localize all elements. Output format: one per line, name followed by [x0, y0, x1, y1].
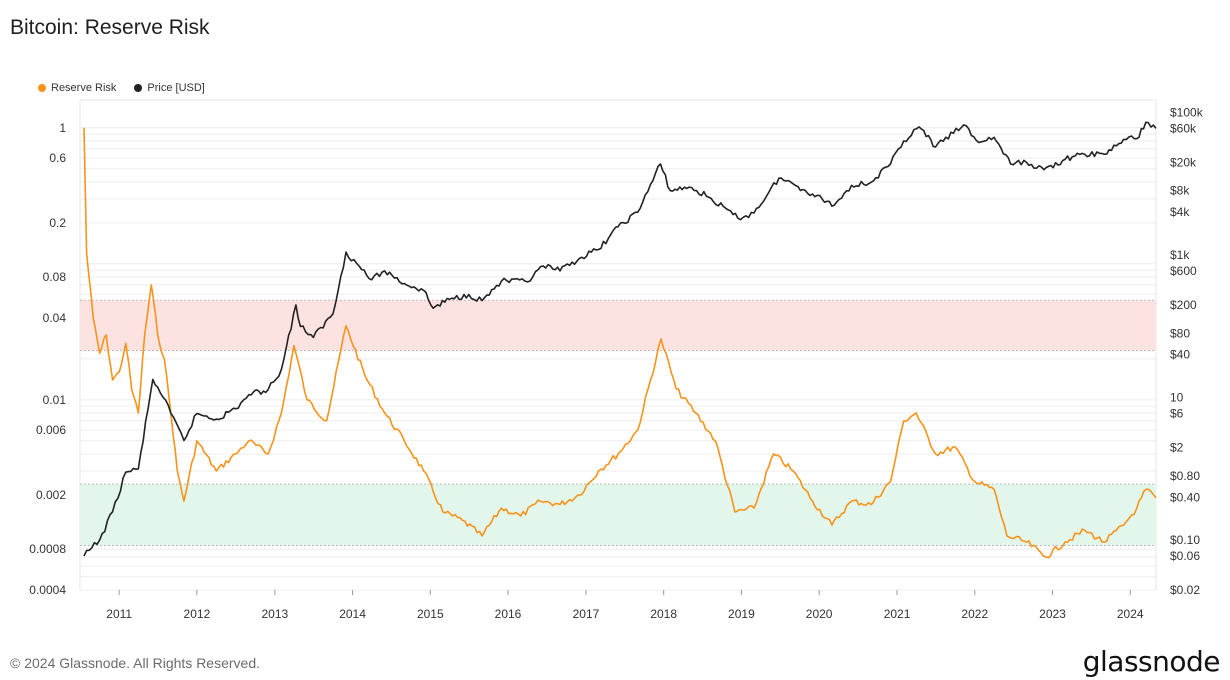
reserve-risk-chart: 2011 2012 2013 2014 2015 2016 2017 2018 2019 2020… [0, 0, 1230, 680]
y-right-tick-label: $4k [1170, 205, 1190, 219]
x-tick-label: 2020 [806, 607, 833, 621]
y-left-tick-label: 0.0008 [29, 542, 66, 556]
y-right-tick-label: $100k [1170, 106, 1204, 120]
y-left-tick-label: 0.04 [43, 311, 67, 325]
x-tick-label: 2024 [1117, 607, 1144, 621]
y-left-tick-label: 0.01 [43, 393, 67, 407]
y-right-tick-label: $600 [1170, 264, 1197, 278]
y-right-tick-label: $0.10 [1170, 533, 1200, 547]
y-right-tick-label: $6 [1170, 406, 1184, 420]
x-tick-label: 2022 [961, 607, 988, 621]
y-right-tick-label: $2 [1170, 440, 1184, 454]
x-tick-label: 2011 [106, 607, 132, 621]
y-left-tick-label: 0.6 [49, 151, 66, 165]
y-left-tick-label: 0.006 [36, 423, 66, 437]
high-risk-zone [80, 300, 1156, 350]
y-right-tick-label: 10 [1170, 391, 1184, 405]
y-right-tick-label: $0.40 [1170, 490, 1200, 504]
y-left-tick-label: 0.002 [36, 488, 66, 502]
y-left-tick-label: 1 [59, 121, 66, 135]
y-right-tick-label: $40 [1170, 348, 1190, 362]
x-tick-label: 2014 [339, 607, 366, 621]
y-left-tick-label: 0.2 [49, 216, 66, 230]
copyright-footer: © 2024 Glassnode. All Rights Reserved. [10, 655, 260, 671]
y-right-tick-label: $80 [1170, 326, 1190, 340]
x-tick-label: 2018 [650, 607, 677, 621]
x-tick-label: 2017 [573, 607, 600, 621]
x-tick-label: 2015 [417, 607, 444, 621]
x-tick-label: 2013 [261, 607, 288, 621]
x-tick-label: 2023 [1039, 607, 1066, 621]
y-right-tick-label: $0.80 [1170, 469, 1200, 483]
y-right-tick-label: $0.06 [1170, 549, 1200, 563]
y-right-tick-label: $200 [1170, 298, 1197, 312]
y-right-tick-label: $20k [1170, 155, 1197, 169]
x-tick-label: 2021 [884, 607, 911, 621]
glassnode-logo[interactable]: glassnode [1083, 645, 1220, 678]
x-tick-label: 2019 [728, 607, 755, 621]
y-right-tick-label: $1k [1170, 248, 1190, 262]
y-right-tick-label: $0.02 [1170, 583, 1200, 597]
x-tick-label: 2016 [495, 607, 522, 621]
y-right-tick-label: $60k [1170, 121, 1197, 135]
y-left-tick-label: 0.08 [43, 270, 67, 284]
x-tick-label: 2012 [184, 607, 211, 621]
y-right-tick-label: $8k [1170, 184, 1190, 198]
y-left-tick-label: 0.0004 [29, 583, 66, 597]
